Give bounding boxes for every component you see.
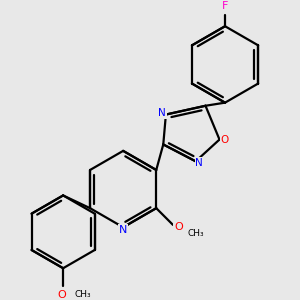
- Text: O: O: [174, 222, 183, 232]
- Text: O: O: [57, 290, 66, 300]
- Text: N: N: [158, 108, 166, 118]
- Text: N: N: [119, 225, 128, 235]
- Text: O: O: [221, 134, 229, 145]
- Text: CH₃: CH₃: [74, 290, 91, 299]
- Text: F: F: [222, 1, 228, 11]
- Text: CH₃: CH₃: [188, 230, 204, 238]
- Text: N: N: [196, 158, 203, 168]
